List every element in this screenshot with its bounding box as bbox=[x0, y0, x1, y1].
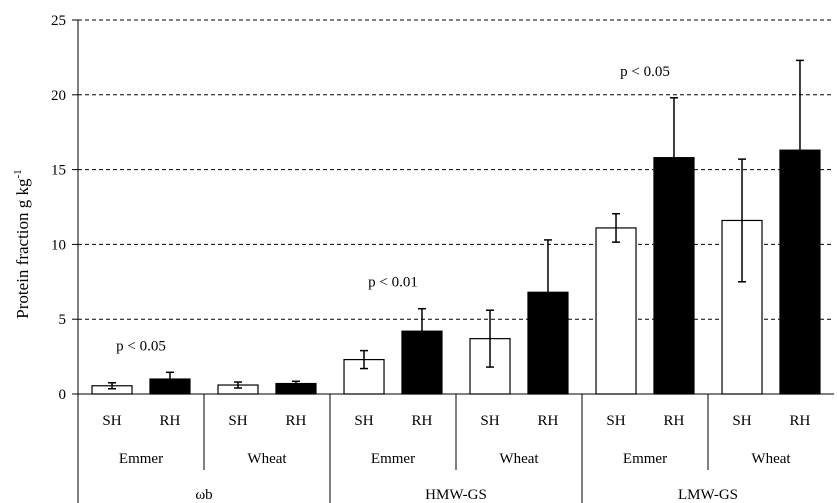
series-tick-label: RH bbox=[538, 413, 559, 429]
y-tick-label: 20 bbox=[51, 88, 66, 104]
gridlines bbox=[78, 19, 834, 320]
series-tick-label: RH bbox=[664, 413, 685, 429]
crop-label: Emmer bbox=[623, 451, 667, 467]
series-tick-label: RH bbox=[160, 413, 181, 429]
y-axis-label: Protein fraction g kg-1 bbox=[12, 169, 32, 318]
fraction-label: LMW-GS bbox=[678, 487, 738, 503]
bars bbox=[91, 59, 821, 395]
series-tick-label: SH bbox=[606, 413, 625, 429]
y-axis-label-text: Protein fraction g kg bbox=[13, 178, 32, 319]
y-tick-label: 5 bbox=[59, 312, 67, 328]
crop-label: Wheat bbox=[247, 451, 287, 467]
series-tick-label: SH bbox=[480, 413, 499, 429]
significance-annotation: p < 0.05 bbox=[116, 338, 166, 354]
significance-annotation: p < 0.01 bbox=[368, 275, 418, 291]
axes: 0 5 10 15 20 25 bbox=[51, 13, 834, 503]
labels: SH RH Emmer SH RH Wheat ωb SH RH Emmer SH RH Wheat HM… bbox=[102, 64, 810, 503]
y-axis-label-superscript: -1 bbox=[12, 169, 24, 178]
series-tick-label: SH bbox=[732, 413, 751, 429]
crop-label: Wheat bbox=[499, 451, 539, 467]
series-tick-label: SH bbox=[228, 413, 247, 429]
series-tick-label: RH bbox=[286, 413, 307, 429]
series-tick-label: SH bbox=[354, 413, 373, 429]
fraction-label: HMW-GS bbox=[425, 487, 487, 503]
series-tick-label: RH bbox=[790, 413, 811, 429]
significance-annotation: p < 0.05 bbox=[620, 64, 670, 80]
series-tick-label: RH bbox=[412, 413, 433, 429]
crop-label: Emmer bbox=[119, 451, 163, 467]
series-tick-label: SH bbox=[102, 413, 121, 429]
y-tick-label: 25 bbox=[51, 13, 66, 29]
bar bbox=[595, 227, 637, 395]
fraction-label: ωb bbox=[195, 487, 212, 503]
y-tick-label: 10 bbox=[51, 237, 66, 253]
crop-label: Emmer bbox=[371, 451, 415, 467]
y-tick-label: 15 bbox=[51, 163, 66, 179]
crop-label: Wheat bbox=[751, 451, 791, 467]
y-tick-label: 0 bbox=[59, 387, 67, 403]
